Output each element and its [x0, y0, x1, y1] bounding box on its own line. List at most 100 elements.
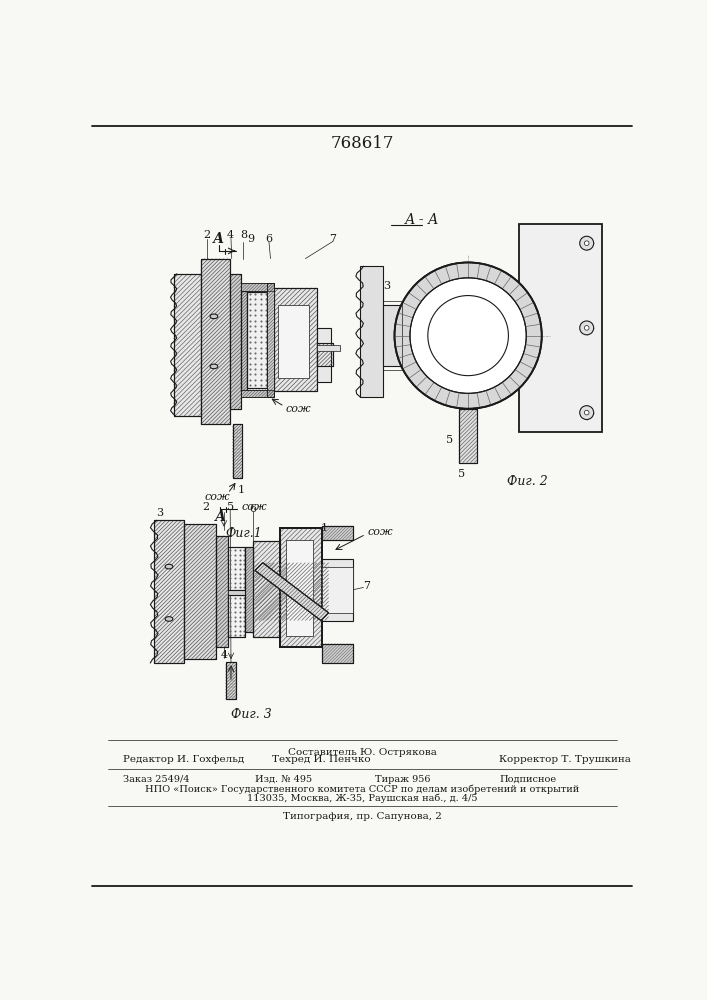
Circle shape [585, 410, 589, 415]
Bar [274, 288, 317, 391]
Bar [322, 559, 354, 620]
Text: 5: 5 [458, 469, 465, 479]
Text: Корректор Т. Трушкина: Корректор Т. Трушкина [499, 755, 631, 764]
Bar [228, 595, 245, 637]
Bar [247, 292, 267, 388]
Text: НПО «Поиск» Государственного комитета СССР по делам изобретений и открытий: НПО «Поиск» Государственного комитета СС… [145, 784, 579, 794]
Bar [233, 424, 242, 478]
Text: Изд. № 495: Изд. № 495 [255, 775, 312, 784]
Bar [230, 274, 241, 409]
Bar [252, 541, 280, 637]
Bar [322, 526, 354, 540]
Circle shape [410, 278, 526, 393]
Bar [383, 301, 402, 370]
Bar [184, 524, 216, 659]
Bar [174, 274, 201, 416]
Circle shape [428, 296, 508, 376]
Bar [201, 259, 230, 424]
Text: Фиг. 2: Фиг. 2 [507, 475, 548, 488]
Text: Техред И. Пенчко: Техред И. Пенчко [271, 755, 370, 764]
Bar [241, 389, 274, 397]
Text: 1: 1 [237, 485, 245, 495]
Bar [518, 224, 602, 432]
Bar [252, 541, 280, 637]
Text: А: А [213, 232, 224, 246]
Bar [322, 644, 354, 663]
Text: 1: 1 [321, 523, 328, 533]
Bar [274, 288, 317, 391]
Bar [383, 305, 402, 366]
Text: 7: 7 [329, 234, 336, 244]
Text: 2: 2 [204, 231, 211, 240]
Text: сож: сож [205, 492, 230, 502]
Text: Тираж 956: Тираж 956 [375, 775, 431, 784]
Text: 5: 5 [445, 435, 452, 445]
Bar [322, 644, 354, 663]
Ellipse shape [210, 314, 218, 319]
Text: Подписное: Подписное [499, 775, 556, 784]
Bar [241, 291, 247, 391]
Circle shape [395, 262, 542, 409]
Bar [317, 328, 331, 382]
Ellipse shape [165, 617, 173, 621]
Bar [226, 662, 236, 699]
Bar [245, 547, 252, 632]
Circle shape [580, 406, 594, 420]
Circle shape [585, 241, 589, 246]
Text: Фиг.1: Фиг.1 [225, 527, 262, 540]
Bar [245, 547, 252, 632]
Bar [247, 292, 267, 388]
Bar [317, 343, 332, 366]
Bar [286, 540, 313, 636]
Bar [280, 528, 322, 647]
Text: Составитель Ю. Острякова: Составитель Ю. Острякова [288, 748, 436, 757]
Bar [233, 424, 242, 478]
Bar [228, 590, 245, 595]
Text: 768617: 768617 [330, 135, 394, 152]
Bar [228, 547, 245, 590]
Text: 9: 9 [247, 234, 255, 244]
Text: 8: 8 [240, 231, 247, 240]
Bar [241, 291, 247, 391]
Bar [226, 662, 236, 699]
Text: 6: 6 [249, 504, 256, 514]
Bar [267, 283, 274, 397]
Text: Фиг. 3: Фиг. 3 [230, 708, 271, 721]
Text: сож: сож [286, 404, 312, 414]
Bar [228, 595, 245, 637]
Bar [174, 274, 201, 416]
Text: сож: сож [368, 527, 393, 537]
Bar [459, 409, 477, 463]
Text: Типография, пр. Сапунова, 2: Типография, пр. Сапунова, 2 [283, 812, 441, 821]
Circle shape [580, 236, 594, 250]
Bar [267, 283, 274, 397]
Text: 4: 4 [227, 231, 234, 240]
Bar [459, 409, 477, 463]
Bar [280, 528, 322, 647]
Text: 7: 7 [363, 581, 370, 591]
Text: Редактор И. Гохфельд: Редактор И. Гохфельд [123, 755, 245, 764]
Bar [241, 283, 274, 291]
Bar [154, 520, 184, 663]
Text: 4: 4 [221, 650, 228, 660]
Bar [216, 536, 228, 647]
Text: 3: 3 [383, 281, 390, 291]
Bar [322, 526, 354, 540]
Text: Заказ 2549/4: Заказ 2549/4 [123, 775, 189, 784]
Ellipse shape [210, 364, 218, 369]
Text: 3: 3 [156, 508, 163, 518]
Bar [241, 389, 274, 397]
Text: 6: 6 [265, 234, 272, 244]
Circle shape [580, 321, 594, 335]
Text: А - А: А - А [404, 213, 439, 227]
Bar [279, 305, 309, 378]
Bar [317, 343, 332, 366]
Circle shape [585, 326, 589, 330]
Bar [228, 547, 245, 590]
Text: А: А [214, 510, 226, 524]
Bar [241, 283, 274, 291]
Text: 113035, Москва, Ж-35, Раушская наб., д. 4/5: 113035, Москва, Ж-35, Раушская наб., д. … [247, 794, 477, 803]
Ellipse shape [165, 564, 173, 569]
Bar [317, 345, 340, 351]
Bar [322, 567, 354, 613]
